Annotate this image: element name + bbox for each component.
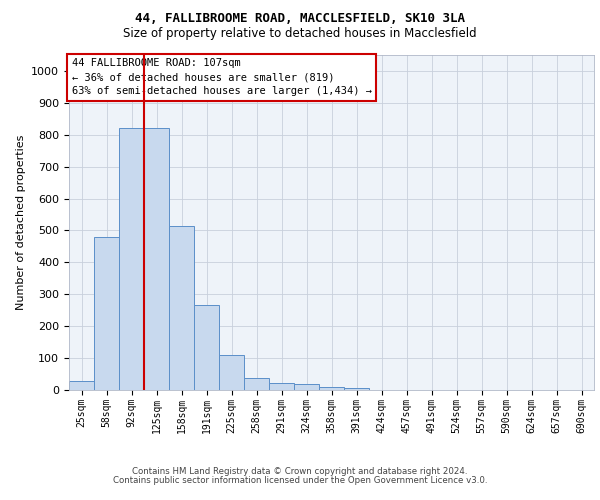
Bar <box>294 384 319 390</box>
Bar <box>244 378 269 390</box>
Bar <box>169 226 194 390</box>
Bar <box>144 128 169 390</box>
Text: 44, FALLIBROOME ROAD, MACCLESFIELD, SK10 3LA: 44, FALLIBROOME ROAD, MACCLESFIELD, SK10… <box>135 12 465 26</box>
Text: Size of property relative to detached houses in Macclesfield: Size of property relative to detached ho… <box>123 28 477 40</box>
Text: Contains public sector information licensed under the Open Government Licence v3: Contains public sector information licen… <box>113 476 487 485</box>
Bar <box>69 381 94 390</box>
Bar <box>219 355 244 390</box>
Bar <box>344 388 369 390</box>
Bar <box>269 383 294 390</box>
Text: 44 FALLIBROOME ROAD: 107sqm
← 36% of detached houses are smaller (819)
63% of se: 44 FALLIBROOME ROAD: 107sqm ← 36% of det… <box>71 58 371 96</box>
Bar <box>194 306 219 390</box>
Text: Contains HM Land Registry data © Crown copyright and database right 2024.: Contains HM Land Registry data © Crown c… <box>132 467 468 476</box>
Y-axis label: Number of detached properties: Number of detached properties <box>16 135 26 310</box>
Bar <box>94 237 119 390</box>
Bar <box>119 128 144 390</box>
Bar <box>319 387 344 390</box>
